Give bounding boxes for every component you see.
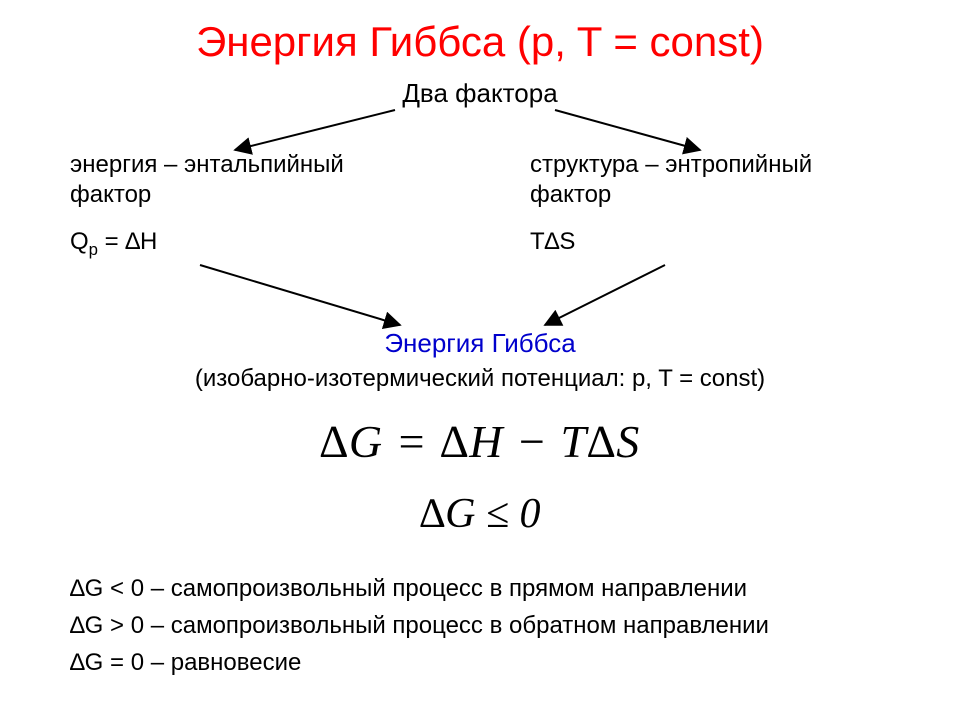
condition-1: ∆G < 0 – самопроизвольный процесс в прям… <box>70 570 769 607</box>
condition-2: ∆G > 0 – самопроизвольный процесс в обра… <box>70 607 769 644</box>
inequality: ∆G ≤ 0 <box>0 490 960 538</box>
qp-formula: Qp = ∆H <box>70 228 157 260</box>
condition-3: ∆G = 0 – равновесие <box>70 644 769 681</box>
page-title: Энергия Гиббса (p, T = const) <box>0 0 960 66</box>
two-factors-label: Два фактора <box>0 78 960 109</box>
left-factor-text: энергия – энтальпийный фактор <box>70 150 410 210</box>
gibbs-energy-label: Энергия Гиббса <box>0 328 960 359</box>
ts-formula: T∆S <box>530 228 575 256</box>
main-equation: ∆G = ∆H − T∆S <box>0 415 960 468</box>
right-factor-text: структура – энтропийный фактор <box>530 150 870 210</box>
isobaric-note: (изобарно-изотермический потенциал: p, T… <box>0 365 960 393</box>
conditions-block: ∆G < 0 – самопроизвольный процесс в прям… <box>70 570 769 682</box>
